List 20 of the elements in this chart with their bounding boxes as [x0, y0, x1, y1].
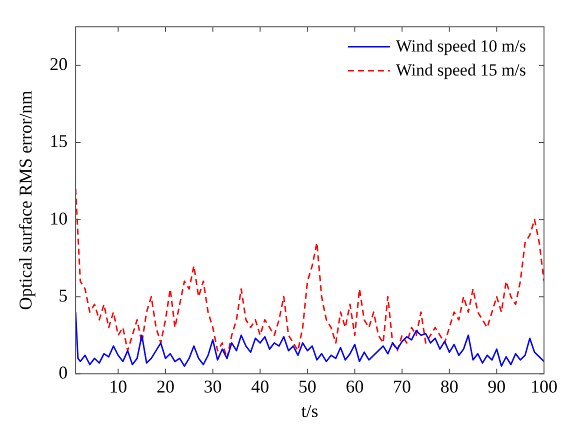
x-tick-label: 100 — [530, 376, 558, 396]
y-tick-label: 10 — [50, 208, 68, 228]
y-tick-label: 15 — [50, 131, 68, 152]
x-tick-label: 60 — [346, 376, 364, 396]
x-tick-label: 90 — [488, 376, 506, 396]
legend-label: Wind speed 15 m/s — [396, 60, 526, 80]
x-tick-label: 80 — [440, 376, 458, 396]
x-tick-label: 70 — [393, 376, 412, 396]
x-axis-title: t/s — [301, 400, 318, 421]
x-tick-label: 20 — [156, 376, 174, 396]
y-tick-label: 0 — [58, 362, 68, 383]
line-series — [76, 188, 544, 360]
y-tick-label: 5 — [58, 285, 68, 306]
x-tick-label: 10 — [109, 376, 128, 396]
x-tick-label: 30 — [204, 376, 222, 396]
x-tick-label: 50 — [298, 376, 316, 396]
x-tick-label: 40 — [251, 376, 270, 396]
legend-label: Wind speed 10 m/s — [396, 36, 526, 56]
y-axis-title: Optical surface RMS error/nm — [16, 90, 36, 310]
y-tick-label: 20 — [50, 54, 68, 74]
